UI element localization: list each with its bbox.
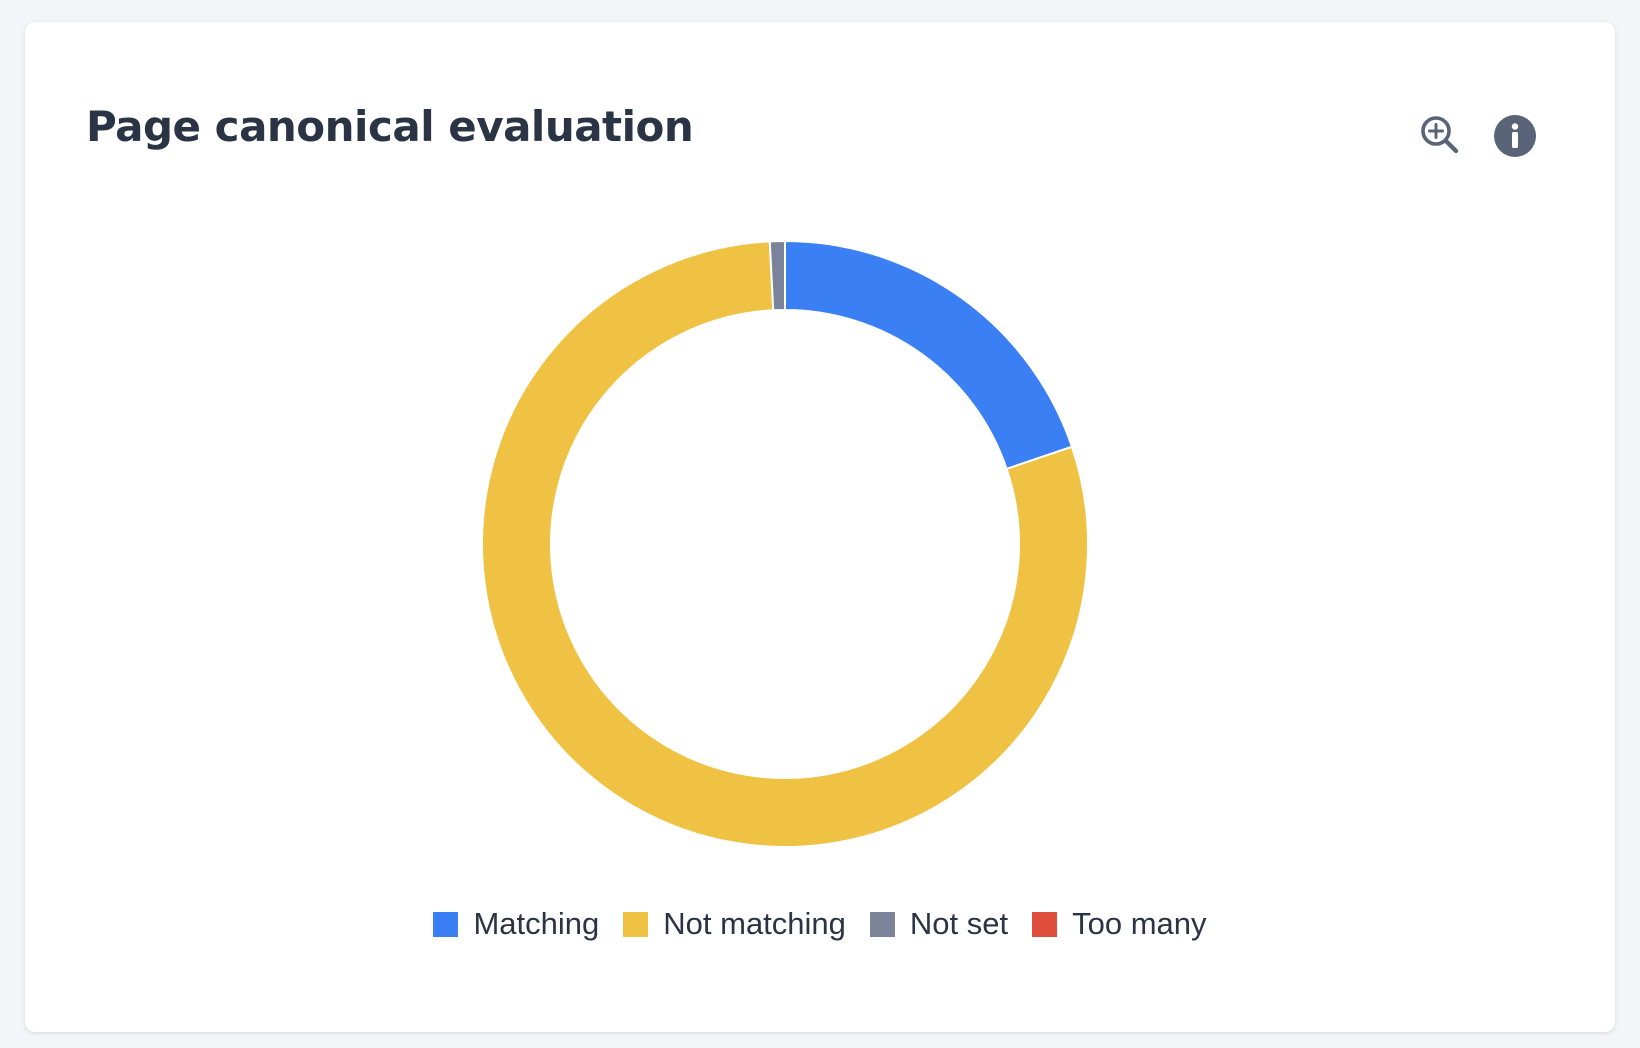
legend-swatch-not-matching [623,911,649,937]
legend-swatch-not-set [869,911,895,937]
legend-label-too-many: Too many [1072,906,1207,941]
card-title: Page canonical evaluation [86,102,694,151]
info-icon [1494,115,1536,157]
chart-card: Page canonical evaluation Matching Not ma… [25,22,1615,1032]
legend-label-not-matching: Not matching [663,906,846,941]
info-button[interactable] [1491,112,1539,160]
slice-matching[interactable] [784,239,1074,471]
zoom-in-button[interactable] [1416,112,1464,160]
slice-not-set[interactable] [768,239,786,312]
legend-item-matching[interactable]: Matching [433,906,599,942]
legend-label-matching: Matching [473,906,600,941]
chart-legend: Matching Not matching Not set Too many [25,906,1615,942]
zoom-in-icon [1421,116,1459,154]
legend-item-not-set[interactable]: Not set [869,906,1009,942]
legend-label-not-set: Not set [909,906,1009,941]
slice-not-matching[interactable] [480,240,1089,848]
donut-chart [480,239,1089,848]
legend-item-not-matching[interactable]: Not matching [623,906,846,942]
legend-swatch-matching [433,911,459,937]
legend-item-too-many[interactable]: Too many [1032,906,1207,942]
legend-swatch-too-many [1032,911,1058,937]
